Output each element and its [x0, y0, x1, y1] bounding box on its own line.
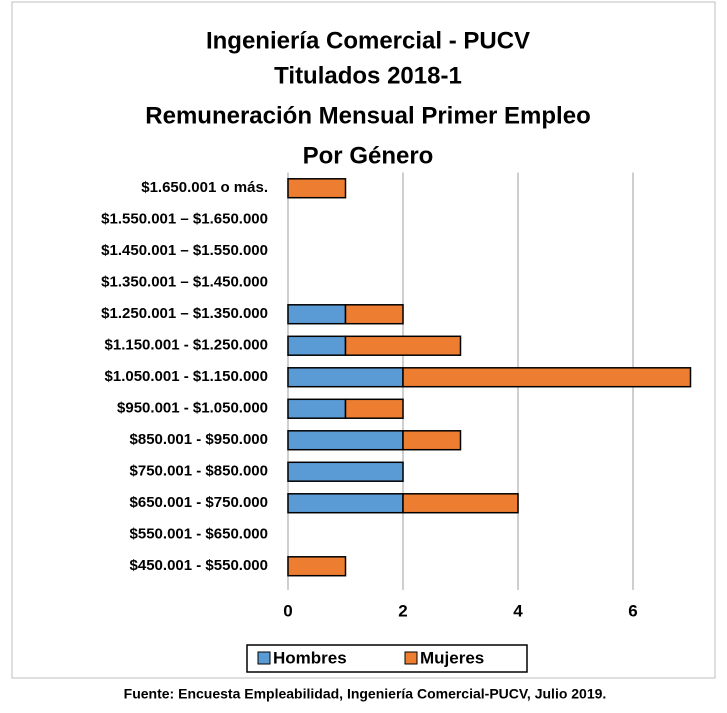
bar	[344, 304, 404, 325]
bar	[402, 430, 462, 451]
y-tick-label: $1.550.001 – $1.650.000	[101, 211, 268, 228]
bar	[287, 430, 404, 451]
y-tick-label: $1.150.001 - $1.250.000	[105, 337, 268, 354]
y-tick-label: $550.001 - $650.000	[130, 526, 268, 543]
bar	[287, 335, 347, 356]
bar	[287, 178, 347, 199]
legend-box	[246, 644, 528, 673]
y-tick-label: $650.001 - $750.000	[130, 494, 268, 511]
y-tick-label: $1.350.001 – $1.450.000	[101, 274, 268, 291]
bar	[287, 461, 404, 482]
legend-swatch	[404, 651, 418, 665]
bar	[402, 493, 519, 514]
chart-title: Por Género	[303, 142, 434, 169]
x-tick-label: 0	[283, 601, 292, 620]
legend-label: Mujeres	[420, 648, 484, 667]
legend-swatch	[257, 651, 271, 665]
y-tick-label: $750.001 - $850.000	[130, 463, 268, 480]
chart-title: Ingeniería Comercial - PUCV	[206, 27, 530, 54]
bar	[287, 493, 404, 514]
bar	[287, 398, 347, 419]
bar	[287, 367, 404, 388]
y-tick-label: $1.050.001 - $1.150.000	[105, 368, 268, 385]
chart-title: Titulados 2018-1	[274, 62, 462, 89]
chart-title: Remuneración Mensual Primer Empleo	[145, 102, 590, 129]
bar	[344, 398, 404, 419]
bar	[344, 335, 462, 356]
bar	[287, 304, 347, 325]
y-tick-label: $950.001 - $1.050.000	[117, 400, 268, 417]
legend-label: Hombres	[273, 648, 347, 667]
x-tick-label: 6	[628, 601, 637, 620]
y-tick-label: $1.450.001 – $1.550.000	[101, 242, 268, 259]
bar	[287, 556, 347, 577]
source: Fuente: Encuesta Empleabilidad, Ingenier…	[124, 686, 607, 702]
y-tick-label: $850.001 - $950.000	[130, 431, 268, 448]
x-tick-label: 4	[513, 601, 523, 620]
y-tick-label: $1.250.001 – $1.350.000	[101, 305, 268, 322]
y-tick-label: $1.650.001 o más.	[141, 179, 268, 196]
y-tick-label: $450.001 - $550.000	[130, 557, 268, 574]
x-tick-label: 2	[398, 601, 407, 620]
bar	[402, 367, 692, 388]
